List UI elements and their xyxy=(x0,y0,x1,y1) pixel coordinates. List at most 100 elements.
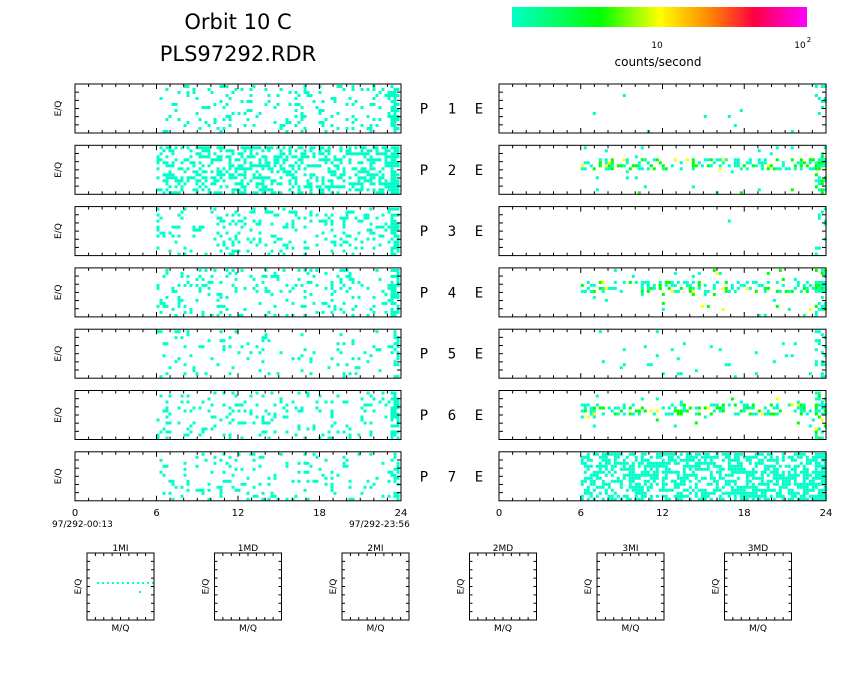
heatmap-cell xyxy=(631,464,635,468)
heatmap-cell xyxy=(219,216,223,220)
heatmap-cell xyxy=(174,146,178,150)
heatmap-cell xyxy=(667,280,671,284)
heatmap-cell xyxy=(357,280,361,284)
heatmap-cell xyxy=(685,476,689,480)
heatmap-cell xyxy=(375,191,379,195)
heatmap-cell xyxy=(700,488,704,492)
heatmap-cell xyxy=(297,470,301,474)
heatmap-cell xyxy=(390,173,394,177)
heatmap-cell xyxy=(372,482,376,486)
heatmap-cell xyxy=(324,237,328,241)
heatmap-cell xyxy=(171,234,175,238)
heatmap-cell xyxy=(303,313,307,317)
heatmap-cell xyxy=(240,88,244,91)
heatmap-cell xyxy=(673,494,677,498)
heatmap-cell xyxy=(228,252,232,256)
heatmap-cell xyxy=(760,470,764,474)
heatmap-cell xyxy=(249,146,253,150)
heatmap-cell xyxy=(823,461,827,465)
heatmap-cell xyxy=(655,461,659,465)
heatmap-cell xyxy=(258,146,262,150)
heatmap-cell xyxy=(315,179,319,183)
heatmap-cell xyxy=(622,406,626,410)
heatmap-cell xyxy=(276,274,280,278)
heatmap-cell xyxy=(694,412,698,416)
heatmap-cell xyxy=(634,488,638,492)
heatmap-cell xyxy=(814,436,818,440)
heatmap-cell xyxy=(231,391,235,395)
heatmap-cell xyxy=(661,458,665,462)
heatmap-cell xyxy=(724,280,728,284)
heatmap-cell xyxy=(817,415,821,419)
heatmap-cell xyxy=(607,458,611,462)
heatmap-cell xyxy=(300,409,304,413)
heatmap-cell xyxy=(676,357,680,361)
heatmap-cell xyxy=(619,467,623,471)
heatmap-cell xyxy=(754,280,758,284)
heatmap-cell xyxy=(297,188,301,192)
heatmap-cell xyxy=(270,234,274,238)
heatmap-cell xyxy=(261,188,265,192)
heatmap-cell xyxy=(802,488,806,492)
heatmap-cell xyxy=(676,494,680,498)
mass-panel-frame xyxy=(469,552,537,621)
colorbar-unit-label: counts/second xyxy=(615,55,702,69)
heatmap-cell xyxy=(580,494,584,498)
heatmap-cell xyxy=(330,283,334,287)
heatmap-cell xyxy=(351,295,355,299)
heatmap-cell xyxy=(363,152,367,156)
heatmap-cell xyxy=(174,185,178,189)
heatmap-cell xyxy=(267,339,271,343)
heatmap-cell xyxy=(610,164,614,168)
heatmap-cell xyxy=(231,91,235,94)
heatmap-cell xyxy=(823,304,827,308)
heatmap-cell xyxy=(219,458,223,462)
heatmap-cell xyxy=(393,146,397,150)
heatmap-cell xyxy=(823,164,827,168)
heatmap-cell xyxy=(589,164,593,168)
heatmap-cell xyxy=(775,146,779,150)
heatmap-cell xyxy=(727,164,731,168)
heatmap-cell xyxy=(616,476,620,480)
heatmap-cell xyxy=(258,158,262,162)
heatmap-cell xyxy=(393,430,397,434)
heatmap-cell xyxy=(216,313,220,317)
heatmap-cell xyxy=(757,494,761,498)
heatmap-cell xyxy=(330,228,334,232)
heatmap-cell xyxy=(739,409,743,413)
heatmap-cell xyxy=(273,412,277,416)
heatmap-cell xyxy=(625,467,629,471)
heatmap-cell xyxy=(198,488,202,492)
heatmap-cell xyxy=(652,461,656,465)
heatmap-cell xyxy=(390,94,394,97)
heatmap-cell xyxy=(682,494,686,498)
heatmap-cell xyxy=(306,246,310,250)
heatmap-cell xyxy=(336,394,340,398)
heatmap-cell xyxy=(393,118,397,121)
heatmap-cell xyxy=(760,283,764,287)
heatmap-cell xyxy=(342,372,346,376)
heatmap-cell xyxy=(354,167,358,171)
heatmap-cell xyxy=(252,452,256,456)
heatmap-cell xyxy=(742,406,746,410)
heatmap-cell xyxy=(336,191,340,195)
heatmap-cell xyxy=(682,482,686,486)
mass-panel-title: 3MD xyxy=(748,544,768,554)
heatmap-cell xyxy=(321,121,325,124)
heatmap-cell xyxy=(156,246,160,250)
heatmap-cell xyxy=(243,409,247,413)
heatmap-cell xyxy=(607,161,611,165)
heatmap-cell xyxy=(586,161,590,165)
heatmap-cell xyxy=(381,391,385,395)
heatmap-cell xyxy=(814,430,818,434)
heatmap-cell xyxy=(351,152,355,156)
heatmap-cell xyxy=(628,167,632,171)
heatmap-cell xyxy=(330,170,334,174)
heatmap-cell xyxy=(616,452,620,456)
heatmap-cell xyxy=(372,97,376,100)
heatmap-cell xyxy=(393,424,397,428)
heatmap-cell xyxy=(165,130,169,133)
heatmap-cell xyxy=(396,127,400,130)
heatmap-cell xyxy=(736,470,740,474)
heatmap-cell xyxy=(168,394,172,398)
